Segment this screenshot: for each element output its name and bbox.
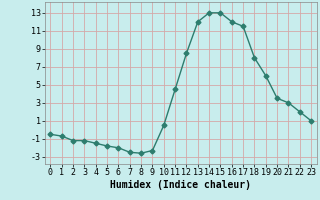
X-axis label: Humidex (Indice chaleur): Humidex (Indice chaleur) bbox=[110, 180, 251, 190]
